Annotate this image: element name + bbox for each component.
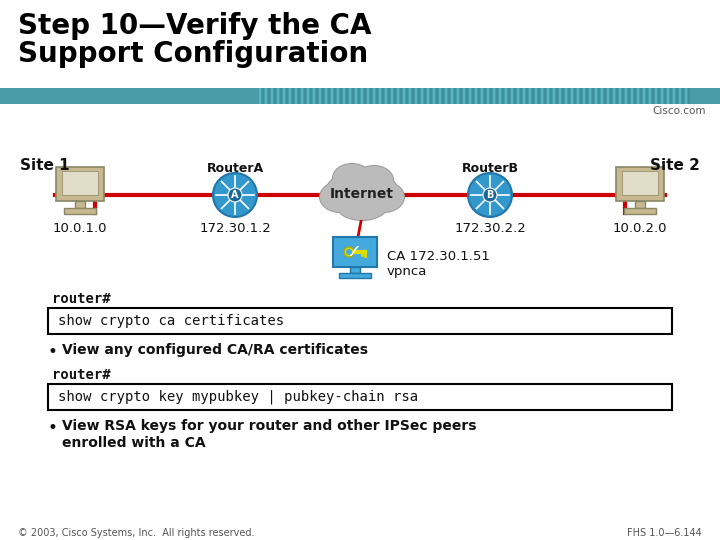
Bar bbox=[339, 273, 371, 278]
Text: •: • bbox=[48, 419, 58, 437]
Ellipse shape bbox=[325, 169, 399, 215]
Text: View any configured CA/RA certificates: View any configured CA/RA certificates bbox=[62, 343, 368, 357]
Bar bbox=[635, 201, 645, 208]
Text: •: • bbox=[48, 343, 58, 361]
Ellipse shape bbox=[354, 165, 394, 195]
Text: B: B bbox=[486, 191, 494, 200]
FancyBboxPatch shape bbox=[56, 167, 104, 201]
Text: router#: router# bbox=[52, 368, 111, 382]
Text: Site 1: Site 1 bbox=[20, 158, 70, 173]
Bar bbox=[350, 267, 360, 273]
Circle shape bbox=[468, 173, 512, 217]
Circle shape bbox=[483, 188, 497, 202]
Ellipse shape bbox=[363, 181, 405, 213]
Text: ✓: ✓ bbox=[345, 242, 361, 261]
Text: Cisco.com: Cisco.com bbox=[652, 106, 706, 116]
Text: Step 10—Verify the CA: Step 10—Verify the CA bbox=[18, 12, 372, 40]
Ellipse shape bbox=[332, 163, 372, 193]
Text: Site 2: Site 2 bbox=[650, 158, 700, 173]
Text: View RSA keys for your router and other IPSec peers: View RSA keys for your router and other … bbox=[62, 419, 477, 433]
Text: enrolled with a CA: enrolled with a CA bbox=[62, 436, 206, 450]
Text: Internet: Internet bbox=[330, 187, 394, 201]
FancyBboxPatch shape bbox=[622, 171, 658, 195]
FancyBboxPatch shape bbox=[616, 167, 664, 201]
Text: router#: router# bbox=[52, 292, 111, 306]
Text: 10.0.1.0: 10.0.1.0 bbox=[53, 222, 107, 235]
FancyBboxPatch shape bbox=[48, 308, 672, 334]
Bar bbox=[64, 208, 96, 214]
Text: show crypto key mypubkey | pubkey-chain rsa: show crypto key mypubkey | pubkey-chain … bbox=[58, 390, 418, 404]
FancyBboxPatch shape bbox=[62, 171, 98, 195]
Circle shape bbox=[346, 249, 352, 255]
Text: CA 172.30.1.51
vpnca: CA 172.30.1.51 vpnca bbox=[387, 250, 490, 278]
Bar bbox=[0, 88, 720, 104]
Text: © 2003, Cisco Systems, Inc.  All rights reserved.: © 2003, Cisco Systems, Inc. All rights r… bbox=[18, 528, 254, 538]
Text: Support Configuration: Support Configuration bbox=[18, 40, 368, 68]
Ellipse shape bbox=[364, 182, 404, 212]
Ellipse shape bbox=[333, 164, 371, 192]
Text: FHS 1.0—6.144: FHS 1.0—6.144 bbox=[627, 528, 702, 538]
Ellipse shape bbox=[326, 170, 398, 214]
Bar bbox=[624, 208, 656, 214]
Ellipse shape bbox=[355, 166, 393, 194]
Circle shape bbox=[213, 173, 257, 217]
Text: 10.0.2.0: 10.0.2.0 bbox=[613, 222, 667, 235]
Text: RouterB: RouterB bbox=[462, 162, 518, 175]
FancyBboxPatch shape bbox=[333, 237, 377, 267]
Bar bbox=[75, 201, 85, 208]
Ellipse shape bbox=[337, 192, 387, 220]
Text: RouterA: RouterA bbox=[207, 162, 264, 175]
Text: show crypto ca certificates: show crypto ca certificates bbox=[58, 314, 284, 328]
Circle shape bbox=[344, 247, 354, 257]
Ellipse shape bbox=[320, 182, 360, 212]
Circle shape bbox=[228, 188, 242, 202]
Text: 172.30.2.2: 172.30.2.2 bbox=[454, 222, 526, 235]
Text: A: A bbox=[231, 191, 239, 200]
Ellipse shape bbox=[336, 191, 388, 221]
FancyBboxPatch shape bbox=[48, 384, 672, 410]
Text: 172.30.1.2: 172.30.1.2 bbox=[199, 222, 271, 235]
Ellipse shape bbox=[319, 181, 361, 213]
